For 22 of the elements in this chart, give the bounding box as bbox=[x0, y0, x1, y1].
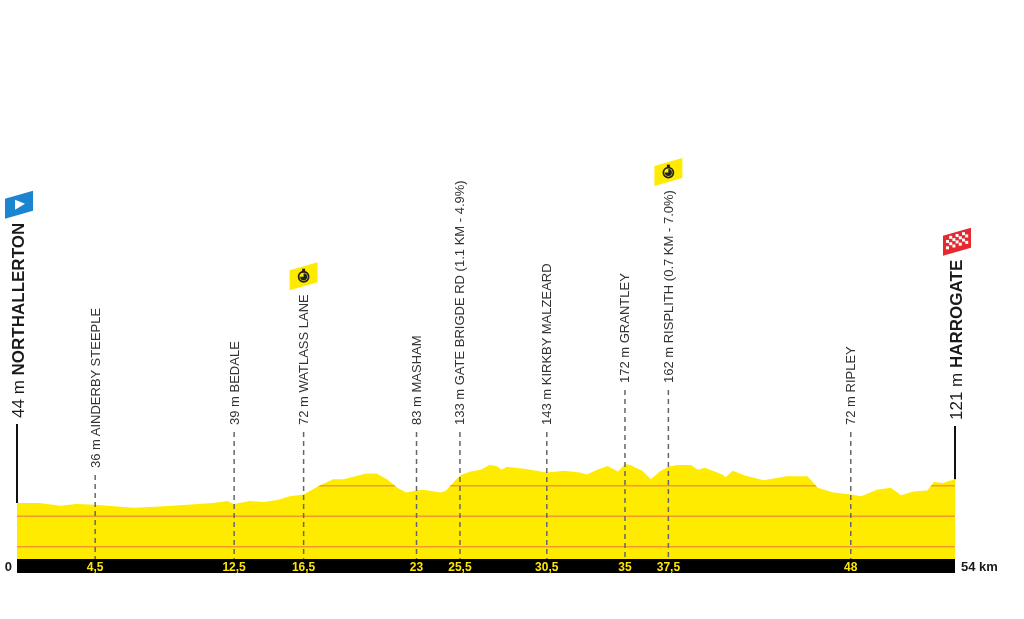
x-tick-label: 4,5 bbox=[86, 560, 104, 574]
text: 0 bbox=[4, 558, 12, 574]
text: 54 km bbox=[961, 558, 998, 574]
text: 162 m RISPLITH (0.7 KM - 7.0%) bbox=[660, 190, 676, 383]
x-tick-label: 16,5 bbox=[291, 560, 316, 574]
annotation: 121 m HARROGATE bbox=[946, 259, 966, 420]
x-tick-label: 25,5 bbox=[448, 560, 472, 574]
text: 133 m GATE BRIGDE RD (1.1 KM - 4.9%) bbox=[452, 180, 468, 425]
annotation: 44 m NORTHALLERTON bbox=[8, 222, 28, 418]
text: 143 m KIRKBY MALZEARD bbox=[539, 263, 555, 425]
x-tick-label: 37,5 bbox=[656, 560, 681, 574]
annotation: 36 m AINDERBY STEEPLE bbox=[87, 307, 103, 468]
text: 72 m WATLASS LANE bbox=[296, 293, 312, 425]
text: 83 m MASHAM bbox=[409, 335, 425, 425]
x-tick-label: 48 bbox=[844, 560, 858, 574]
x-tick-label: 30,5 bbox=[535, 560, 559, 574]
text: 39 m BEDALE bbox=[226, 340, 242, 425]
x-tick-label: 35 bbox=[618, 560, 632, 574]
text: 72 m RIPLEY bbox=[843, 345, 859, 425]
x-tick-label: 23 bbox=[409, 560, 424, 574]
text: 172 m GRANTLEY bbox=[617, 272, 633, 383]
x-tick-label: 12,5 bbox=[222, 560, 247, 574]
